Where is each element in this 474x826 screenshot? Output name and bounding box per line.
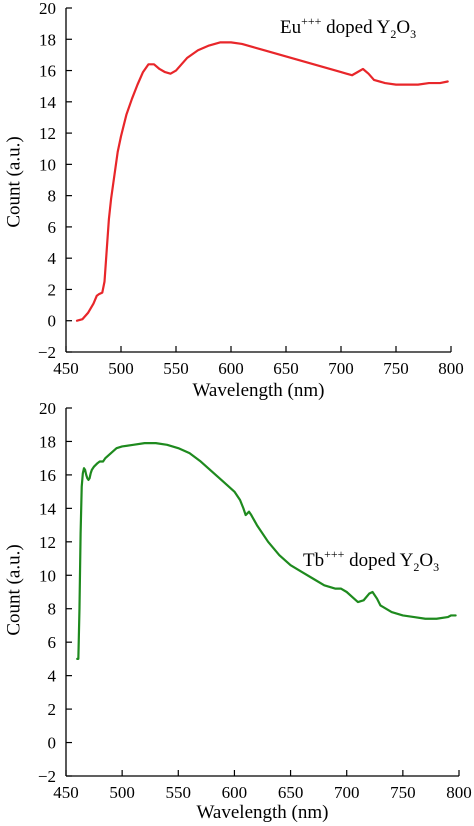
x-tick-label: 650 xyxy=(278,783,304,802)
series-annotation: Eu+++ doped Y2O3 xyxy=(280,14,416,41)
x-tick-label: 800 xyxy=(438,359,464,378)
y-tick-label: 8 xyxy=(48,187,57,206)
y-tick-label: 4 xyxy=(48,667,57,686)
annotation-part: 2 xyxy=(390,27,396,41)
x-tick-label: 450 xyxy=(53,783,79,802)
y-tick-label: −2 xyxy=(38,767,56,786)
x-tick-label: 700 xyxy=(328,359,354,378)
annotation-part: 3 xyxy=(433,560,439,574)
y-tick-label: 16 xyxy=(39,62,56,81)
x-axis-title: Wavelength (nm) xyxy=(193,380,325,401)
y-tick-label: 10 xyxy=(39,566,56,585)
y-tick-label: 14 xyxy=(39,93,57,112)
x-tick-label: 750 xyxy=(390,783,416,802)
x-tick-label: 500 xyxy=(108,359,134,378)
y-tick-label: 0 xyxy=(48,734,57,753)
x-tick-label: 800 xyxy=(446,783,472,802)
annotation-part: O xyxy=(419,550,433,571)
y-tick-label: 20 xyxy=(39,399,56,418)
y-tick-label: 2 xyxy=(48,700,57,719)
y-tick-label: 2 xyxy=(48,280,57,299)
annotation-part: doped Y xyxy=(344,550,413,571)
y-tick-label: 6 xyxy=(48,218,57,237)
annotation-part: Tb xyxy=(303,550,324,571)
y-tick-label: −2 xyxy=(38,343,56,362)
y-tick-label: 10 xyxy=(39,155,56,174)
y-tick-label: 12 xyxy=(39,124,56,143)
series-line xyxy=(76,442,457,661)
x-tick-label: 500 xyxy=(109,783,135,802)
chart-panel-1: −2 0 2 4 6 8 10 12 14 16 18 20 450 500 550 600 650 700 750… xyxy=(3,0,463,401)
x-tick-label: 600 xyxy=(218,359,244,378)
annotation-part: +++ xyxy=(324,547,345,561)
y-tick-label: 0 xyxy=(48,312,57,331)
x-axis-title: Wavelength (nm) xyxy=(197,802,329,823)
y-axis-title: Count (a.u.) xyxy=(3,136,24,227)
x-tick-label: 550 xyxy=(166,783,192,802)
annotation-part: O xyxy=(396,17,410,38)
y-tick-label: 4 xyxy=(48,249,57,268)
x-tick-label: 450 xyxy=(53,359,79,378)
annotation-part: Eu xyxy=(280,17,302,38)
y-tick-label: 16 xyxy=(39,466,56,485)
series-annotation: Tb+++ doped Y2O3 xyxy=(303,547,439,574)
x-tick-label: 550 xyxy=(163,359,189,378)
y-tick-label: 14 xyxy=(39,499,57,518)
annotation-part: 3 xyxy=(410,27,416,41)
y-tick-label: 12 xyxy=(39,533,56,552)
y-axis-title: Count (a.u.) xyxy=(3,544,24,635)
x-tick-label: 700 xyxy=(334,783,360,802)
annotation-part: doped Y xyxy=(321,17,390,38)
y-tick-label: 18 xyxy=(39,432,56,451)
x-tick-label: 650 xyxy=(273,359,299,378)
y-tick-label: 6 xyxy=(48,633,57,652)
annotation-part: +++ xyxy=(301,14,322,28)
x-tick-label: 750 xyxy=(383,359,409,378)
series-line xyxy=(75,41,449,322)
chart-panel-2: −2 0 2 4 6 8 10 12 14 16 18 20 450 500 550 600 650 700 750… xyxy=(3,399,471,823)
y-tick-label: 18 xyxy=(39,30,56,49)
x-tick-label: 600 xyxy=(222,783,248,802)
y-tick-label: 8 xyxy=(48,600,57,619)
y-tick-label: 20 xyxy=(39,0,56,18)
annotation-part: 2 xyxy=(413,560,419,574)
